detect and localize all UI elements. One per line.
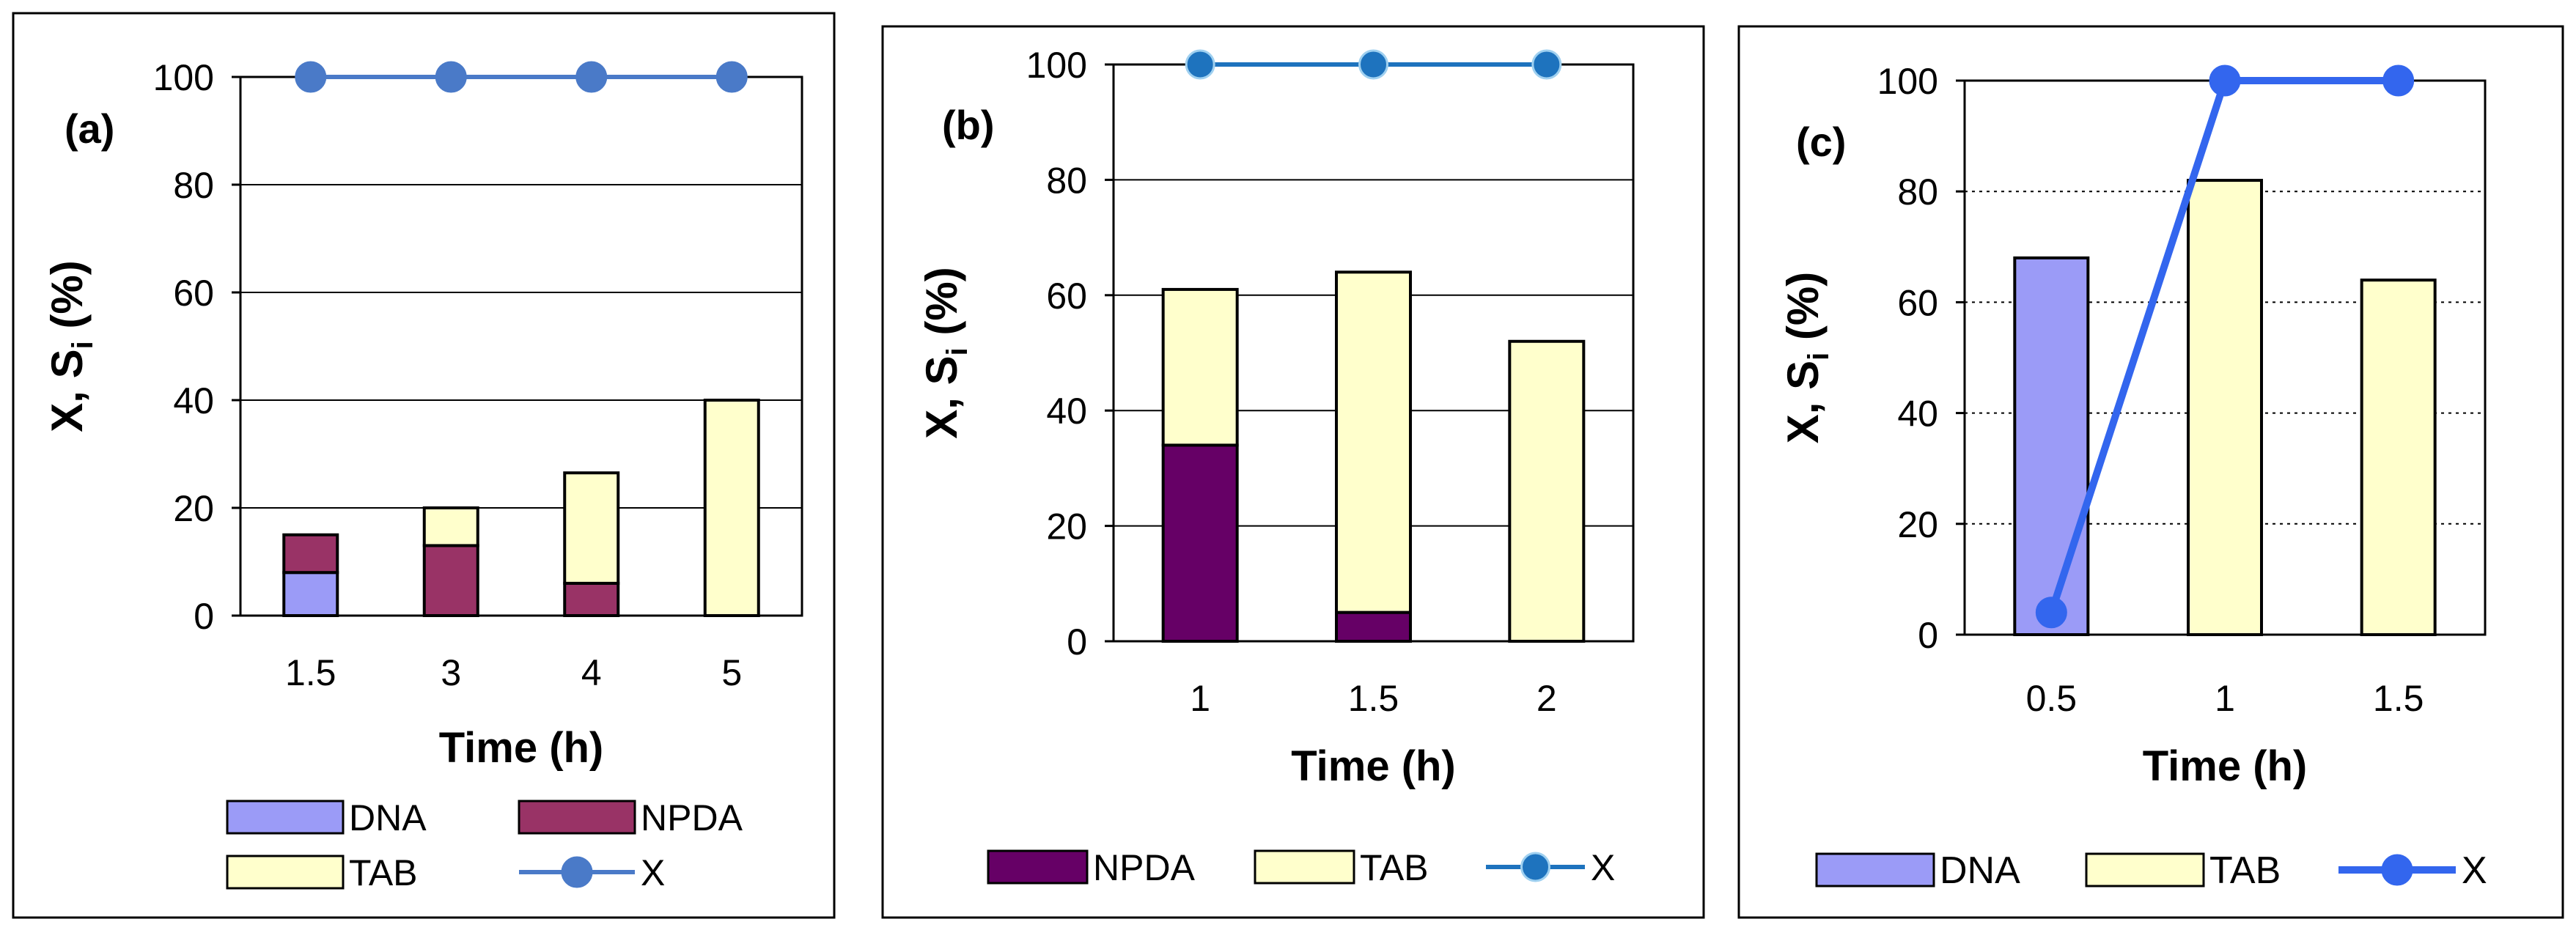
y-tick-label: 60 bbox=[1897, 282, 1938, 323]
point-x bbox=[2209, 64, 2241, 97]
x-axis-title: Time (h) bbox=[1291, 742, 1456, 790]
bar-tab bbox=[1161, 287, 1239, 447]
y-tick-label: 60 bbox=[173, 273, 214, 314]
legend-label: X bbox=[641, 852, 665, 893]
point-x bbox=[435, 61, 467, 93]
x-tick-label: 3 bbox=[441, 652, 461, 693]
y-tick-label: 20 bbox=[1046, 506, 1087, 547]
x-tick-label: 2 bbox=[1537, 678, 1557, 719]
legend-label: TAB bbox=[2209, 849, 2281, 892]
x-tick-label: 0.5 bbox=[2026, 678, 2078, 719]
bar-npda bbox=[282, 533, 339, 575]
legend-swatch-npda bbox=[518, 800, 636, 835]
bar-dna bbox=[2013, 256, 2090, 637]
legend-label: X bbox=[2462, 849, 2487, 892]
point-x bbox=[1185, 49, 1215, 80]
x-tick-label: 4 bbox=[581, 652, 602, 693]
y-axis-title: X, Si (%) bbox=[43, 260, 99, 432]
bar-tab bbox=[422, 506, 479, 547]
point-x bbox=[1531, 49, 1562, 80]
y-tick-label: 0 bbox=[1067, 621, 1087, 663]
x-tick-label: 1 bbox=[2215, 678, 2235, 719]
y-tick-label: 40 bbox=[1897, 394, 1938, 435]
point-x bbox=[575, 61, 608, 93]
y-axis-title: X, Si (%) bbox=[1778, 272, 1835, 444]
bar-npda bbox=[1335, 610, 1412, 643]
legend-marker-x bbox=[1520, 852, 1550, 882]
panel-frame bbox=[12, 12, 836, 919]
legend-label: TAB bbox=[1360, 847, 1429, 888]
y-tick-label: 40 bbox=[1046, 391, 1087, 432]
legend-swatch-tab bbox=[226, 855, 345, 890]
x-axis-title: Time (h) bbox=[2143, 742, 2308, 790]
chart-panel-a: 0 20 40 60 80 100 1.5 3 4 5 (a) Time (h) X, Si (%) DN… bbox=[12, 12, 836, 919]
legend-swatch-dna bbox=[1815, 852, 1935, 888]
y-tick-label: 80 bbox=[1046, 160, 1087, 201]
x-tick-label: 1.5 bbox=[285, 652, 336, 693]
legend-label: X bbox=[1591, 847, 1615, 888]
panel-frame bbox=[1737, 25, 2564, 919]
legend-swatch-tab bbox=[2085, 852, 2205, 888]
y-axis-title: X, Si (%) bbox=[917, 267, 974, 439]
bar-npda bbox=[422, 544, 479, 618]
bar-tab bbox=[703, 399, 760, 617]
bar-tab bbox=[2187, 179, 2263, 636]
x-tick-label: 1.5 bbox=[2373, 678, 2424, 719]
point-x bbox=[1358, 49, 1388, 80]
legend-label: NPDA bbox=[1093, 847, 1196, 888]
bar-npda bbox=[563, 581, 620, 618]
chart-panel-c: 0 20 40 60 80 100 0.5 1 1.5 (c) Time (h) X, Si (%) D… bbox=[1737, 25, 2564, 919]
x-tick-label: 1 bbox=[1190, 678, 1210, 719]
x-tick-label: 1.5 bbox=[1348, 678, 1399, 719]
bar-tab bbox=[2360, 278, 2437, 636]
legend-swatch-dna bbox=[226, 800, 345, 835]
y-tick-label: 100 bbox=[153, 57, 214, 98]
point-x bbox=[295, 61, 327, 93]
y-tick-label: 80 bbox=[1897, 171, 1938, 213]
legend-marker-x bbox=[561, 856, 593, 888]
point-x bbox=[2035, 597, 2067, 629]
bar-npda bbox=[1161, 443, 1239, 643]
x-axis-title: Time (h) bbox=[439, 724, 604, 772]
bar-dna bbox=[282, 571, 339, 618]
y-tick-label: 60 bbox=[1046, 276, 1087, 317]
legend-marker-x bbox=[2381, 854, 2413, 886]
bar-tab bbox=[1508, 339, 1586, 643]
legend-swatch-tab bbox=[1254, 849, 1355, 885]
y-tick-label: 20 bbox=[1897, 504, 1938, 545]
y-tick-label: 80 bbox=[173, 165, 214, 206]
legend-swatch-npda bbox=[987, 849, 1089, 885]
legend-label: TAB bbox=[349, 852, 418, 893]
panel-label: (c) bbox=[1796, 119, 1846, 165]
bar-tab bbox=[563, 471, 620, 585]
chart-panel-b: 0 20 40 60 80 100 1 1.5 2 (b) Time (h) X, Si (%) NPD… bbox=[881, 25, 1705, 919]
panel-label: (a) bbox=[65, 106, 114, 152]
legend-label: NPDA bbox=[641, 797, 743, 838]
point-x bbox=[715, 61, 748, 93]
y-tick-label: 100 bbox=[1026, 45, 1087, 86]
y-tick-label: 0 bbox=[194, 596, 214, 637]
y-tick-label: 0 bbox=[1918, 615, 1938, 656]
point-x bbox=[2382, 64, 2415, 97]
legend-label: DNA bbox=[349, 797, 427, 838]
panel-frame bbox=[881, 25, 1705, 919]
y-tick-label: 100 bbox=[1877, 61, 1938, 102]
x-tick-label: 5 bbox=[721, 652, 742, 693]
y-tick-label: 20 bbox=[173, 488, 214, 529]
bar-tab bbox=[1335, 270, 1412, 614]
panel-label: (b) bbox=[942, 102, 995, 148]
y-tick-label: 40 bbox=[173, 380, 214, 421]
legend-label: DNA bbox=[1940, 849, 2020, 892]
